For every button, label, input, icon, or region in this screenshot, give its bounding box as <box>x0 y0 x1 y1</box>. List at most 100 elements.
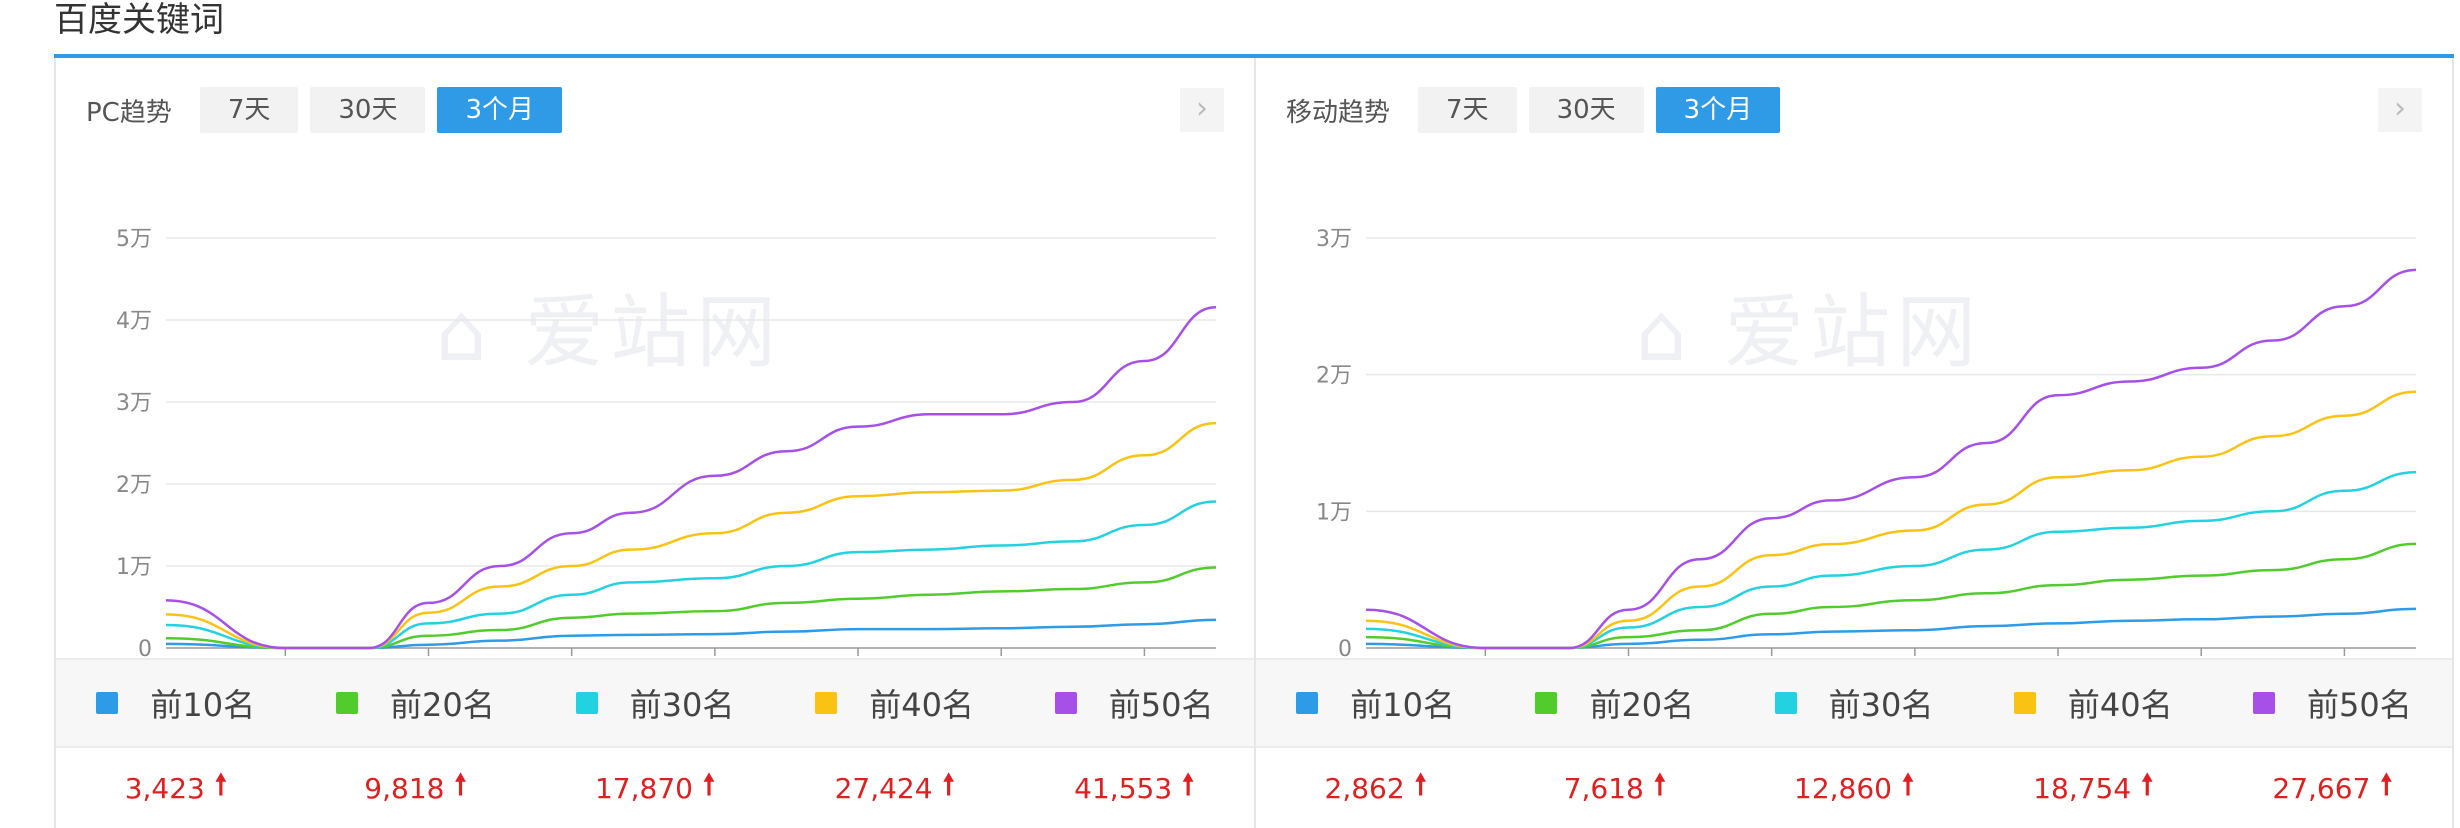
legend-item: 前10名 <box>56 660 296 746</box>
arrow-up-icon: 🠕 <box>942 768 955 801</box>
series-line-3 <box>1365 470 2417 650</box>
arrow-up-icon: 🠕 <box>702 768 715 801</box>
top20-value: 9,818 🠕 <box>296 748 536 828</box>
top10-value: 2,862 🠕 <box>1256 748 1495 828</box>
y-tick-label: 2万 <box>116 473 152 498</box>
legend-item: 前30名 <box>535 660 775 746</box>
chevron-right-icon[interactable]: › <box>1180 88 1224 132</box>
legend-label: 前40名 <box>2067 686 2173 724</box>
tab-30-days[interactable]: 30天 <box>310 87 426 133</box>
y-tick-label: 2万 <box>1316 364 1352 389</box>
value-text: 7,618 <box>1563 771 1644 805</box>
y-tick-label: 3万 <box>1316 227 1352 252</box>
title-underline <box>54 54 2454 58</box>
legend-swatch <box>2253 692 2276 714</box>
top20-value: 7,618 🠕 <box>1495 748 1734 828</box>
legend-label: 前30名 <box>1828 686 1934 724</box>
top50-value: 41,553 🠕 <box>1014 748 1254 828</box>
value-text: 2,862 <box>1324 771 1405 805</box>
legend-swatch <box>96 692 119 714</box>
top30-value: 12,860 🠕 <box>1734 748 1973 828</box>
legend-swatch <box>1054 692 1077 714</box>
tab-3-months[interactable]: 3个月 <box>1655 87 1781 133</box>
legend-swatch <box>815 692 838 714</box>
legend-item: 前40名 <box>1974 660 2213 746</box>
panel-label: 移动趋势 <box>1286 97 1391 128</box>
value-text: 41,553 <box>1074 771 1173 805</box>
legend-item: 前40名 <box>775 660 1015 746</box>
series-line-2 <box>1365 542 2417 650</box>
pc-trend-panel: PC趋势 7天 30天 3个月 › ⌂ 爱站网 01万2万3万4万5万08-06… <box>54 58 1254 828</box>
top40-value: 18,754 🠕 <box>1974 748 2213 828</box>
y-tick-label: 1万 <box>1316 500 1352 525</box>
series-line-4 <box>1365 390 2417 650</box>
legend-swatch <box>1535 692 1558 714</box>
panel-header: 移动趋势 7天 30天 3个月 <box>1286 86 1792 134</box>
arrow-up-icon: 🠕 <box>1901 768 1914 801</box>
y-tick-label: 5万 <box>116 227 152 252</box>
watermark: ⌂ 爱站网 <box>436 286 783 379</box>
legend-label: 前50名 <box>2307 686 2412 724</box>
legend-item: 前10名 <box>1256 660 1495 746</box>
legend-label: 前20名 <box>1589 686 1695 724</box>
y-tick-label: 0 <box>138 637 152 662</box>
tab-7-days[interactable]: 7天 <box>1418 87 1517 133</box>
tab-7-days[interactable]: 7天 <box>199 87 299 133</box>
mobile-trend-panel: 移动趋势 7天 30天 3个月 › ⌂ 爱站网 01万2万3万08-0608-1… <box>1254 58 2454 828</box>
top30-value: 17,870 🠕 <box>535 748 775 828</box>
series-line-5 <box>165 306 1217 650</box>
legend: 前10名 前20名 前30名 前40名 前50名 <box>56 658 1254 748</box>
legend-item: 前50名 <box>2213 660 2452 746</box>
legend-item: 前20名 <box>296 660 536 746</box>
legend-swatch <box>1296 692 1319 714</box>
legend: 前10名 前20名 前30名 前40名 前50名 <box>1256 658 2452 748</box>
top50-value: 27,667 🠕 <box>2213 748 2452 828</box>
legend-label: 前50名 <box>1108 686 1214 724</box>
panel-label: PC趋势 <box>86 97 172 128</box>
value-text: 3,423 <box>124 771 205 805</box>
chevron-right-icon[interactable]: › <box>2378 88 2422 132</box>
y-tick-label: 1万 <box>116 555 152 580</box>
value-text: 18,754 <box>2033 771 2132 805</box>
value-text: 17,870 <box>594 771 693 805</box>
legend-label: 前20名 <box>390 686 495 724</box>
legend-swatch <box>575 692 598 714</box>
legend-item: 前50名 <box>1014 660 1254 746</box>
y-tick-label: 0 <box>1338 637 1352 662</box>
page-title: 百度关键词 <box>54 0 224 40</box>
legend-label: 前10名 <box>150 686 256 724</box>
legend-swatch <box>336 692 359 714</box>
value-text: 27,424 <box>834 771 933 805</box>
top40-value: 27,424 🠕 <box>775 748 1015 828</box>
value-text: 27,667 <box>2272 771 2371 805</box>
watermark: ⌂ 爱站网 <box>1636 286 1983 379</box>
value-row: 3,423 🠕 9,818 🠕 17,870 🠕 27,424 🠕 41,553 🠕 <box>56 748 1254 828</box>
legend-label: 前40名 <box>869 686 974 724</box>
top10-value: 3,423 🠕 <box>56 748 296 828</box>
series-line-1 <box>1365 607 2417 650</box>
mobile-trend-chart: 01万2万3万08-0608-1808-3009-1109-2310-0510-… <box>1316 227 2417 688</box>
legend-item: 前30名 <box>1734 660 1973 746</box>
tab-3-months[interactable]: 3个月 <box>437 87 563 133</box>
panel-header: PC趋势 7天 30天 3个月 <box>86 86 574 134</box>
value-row: 2,862 🠕 7,618 🠕 12,860 🠕 18,754 🠕 27,667 🠕 <box>1256 748 2452 828</box>
series-line-5 <box>1365 268 2417 650</box>
y-tick-label: 4万 <box>116 309 152 334</box>
legend-swatch <box>2013 692 2036 714</box>
pc-trend-chart: 01万2万3万4万5万08-0608-1808-3009-1109-2310-0… <box>116 227 1217 688</box>
tab-30-days[interactable]: 30天 <box>1528 87 1644 133</box>
arrow-up-icon: 🠕 <box>454 768 467 801</box>
series-line-4 <box>165 421 1217 650</box>
arrow-up-icon: 🠕 <box>1653 768 1666 801</box>
arrow-up-icon: 🠕 <box>2141 768 2154 801</box>
legend-swatch <box>1774 692 1797 714</box>
arrow-up-icon: 🠕 <box>1414 768 1427 801</box>
value-text: 12,860 <box>1794 771 1892 805</box>
arrow-up-icon: 🠕 <box>1182 768 1195 801</box>
arrow-up-icon: 🠕 <box>214 768 227 801</box>
arrow-up-icon: 🠕 <box>2380 768 2393 801</box>
value-text: 9,818 <box>364 771 445 805</box>
legend-label: 前10名 <box>1350 686 1455 724</box>
y-tick-label: 3万 <box>116 391 152 416</box>
series-line-1 <box>165 618 1217 650</box>
